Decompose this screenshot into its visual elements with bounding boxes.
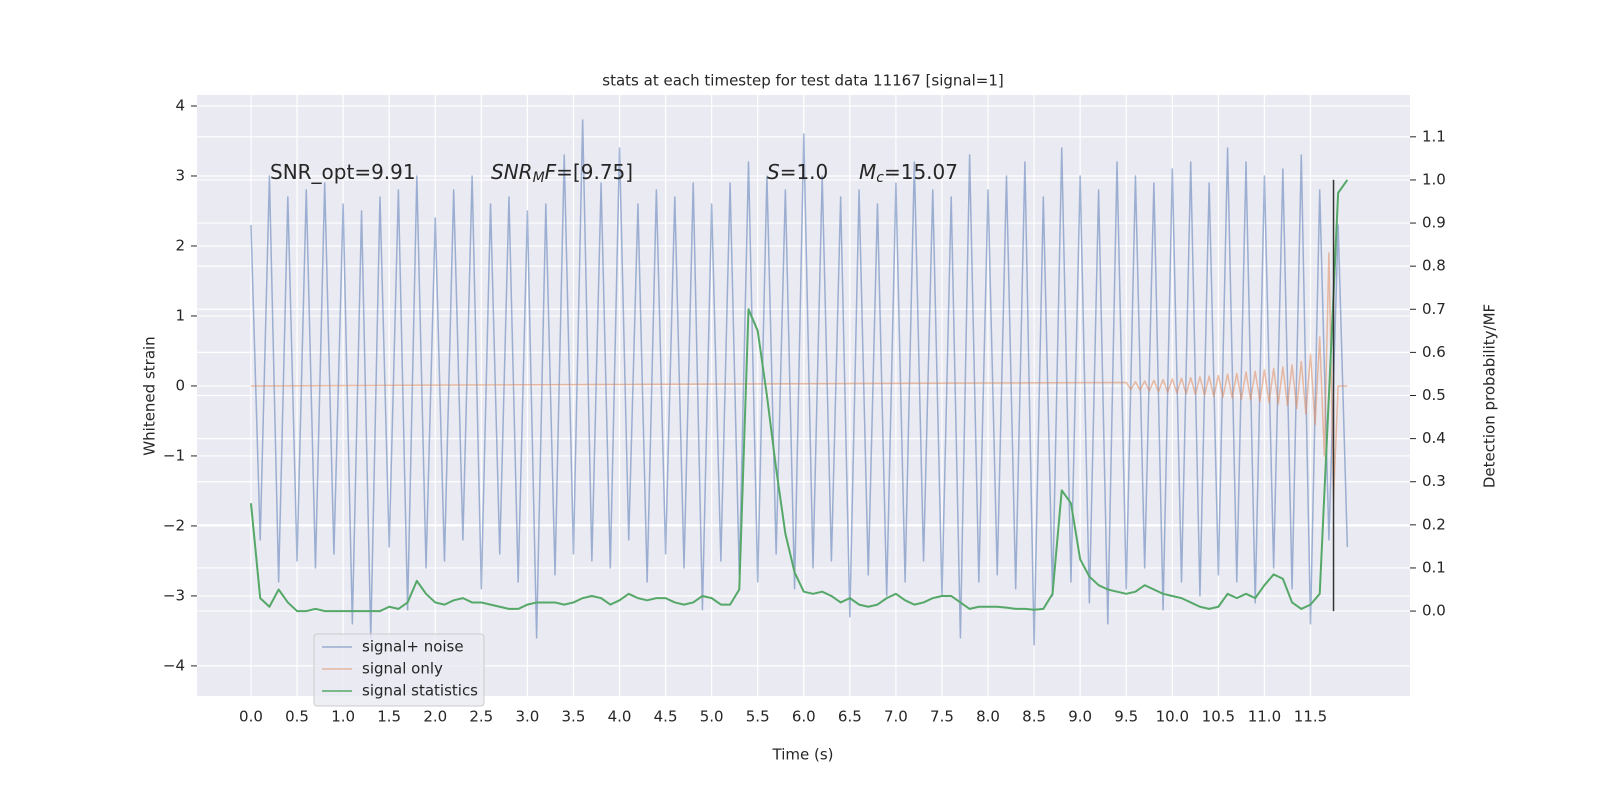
chart-title: stats at each timestep for test data 111… [602, 72, 1003, 90]
x-tick-label: 7.0 [884, 708, 908, 726]
y-tick-label: 2 [175, 236, 185, 254]
y-tick-label: −1 [163, 446, 185, 464]
x-tick-label: 6.0 [792, 708, 816, 726]
y2-tick-label: 0.9 [1422, 214, 1446, 232]
y-tick-label: −3 [163, 586, 185, 604]
x-tick-label: 5.5 [746, 708, 770, 726]
y2-tick-label: 0.8 [1422, 257, 1446, 275]
annotation-part: =[9.75] [556, 160, 633, 184]
annotation-part: SNR [491, 160, 533, 184]
x-tick-label: 11.0 [1248, 708, 1281, 726]
annotation: Mc=15.07 [859, 160, 958, 187]
annotation: SNR_opt=9.91 [270, 160, 416, 184]
x-tick-label: 1.5 [377, 708, 401, 726]
x-tick-label: 2.0 [423, 708, 447, 726]
x-tick-label: 10.5 [1202, 708, 1235, 726]
x-tick-label: 8.5 [1022, 708, 1046, 726]
x-tick-label: 10.0 [1156, 708, 1189, 726]
x-tick-label: 6.5 [838, 708, 862, 726]
y-tick-label: 1 [175, 306, 185, 324]
y2-axis-label: Detection probability/MF [1481, 304, 1499, 488]
y-axis-label: Whitened strain [141, 336, 159, 455]
y-tick-label: −4 [163, 656, 185, 674]
annotation-part: c [876, 170, 884, 186]
series-line [250, 252, 1348, 499]
annotation-part: F [545, 160, 557, 184]
annotation-part: M [859, 160, 876, 184]
x-tick-label: 2.5 [469, 708, 493, 726]
annotation-part: M [533, 170, 545, 186]
annotation-part: =15.07 [884, 160, 958, 184]
x-tick-label: 3.5 [562, 708, 586, 726]
annotation-part: S [767, 160, 780, 184]
x-tick-label: 11.5 [1294, 708, 1327, 726]
y2-tick-label: 0.2 [1422, 515, 1446, 533]
x-tick-label: 3.0 [515, 708, 539, 726]
x-tick-label: 0.0 [239, 708, 263, 726]
legend-label: signal+ noise [362, 638, 464, 656]
x-tick-label: 8.0 [976, 708, 1000, 726]
series-line [250, 119, 1349, 646]
x-tick-label: 5.0 [700, 708, 724, 726]
y2-tick-label: 1.1 [1422, 127, 1446, 145]
x-tick-label: 9.0 [1068, 708, 1092, 726]
x-tick-label: 0.5 [285, 708, 309, 726]
y-tick-label: 0 [175, 376, 185, 394]
y-tick-label: 3 [175, 166, 185, 184]
y-tick-label: −2 [163, 516, 185, 534]
x-tick-label: 4.0 [608, 708, 632, 726]
y2-tick-label: 0.0 [1422, 602, 1446, 620]
x-axis-label: Time (s) [772, 746, 834, 764]
y2-tick-label: 0.1 [1422, 558, 1446, 576]
legend-label: signal only [362, 660, 443, 678]
y2-tick-label: 0.5 [1422, 386, 1446, 404]
y2-tick-label: 0.7 [1422, 300, 1446, 318]
annotation-part: =1.0 [780, 160, 829, 184]
y2-tick-label: 0.6 [1422, 343, 1446, 361]
y2-tick-label: 1.0 [1422, 170, 1446, 188]
annotation: SNRMF=[9.75] [491, 160, 633, 187]
x-tick-label: 7.5 [930, 708, 954, 726]
annotation-part: SNR_opt=9.91 [270, 160, 416, 184]
y2-tick-label: 0.3 [1422, 472, 1446, 490]
y2-tick-label: 0.4 [1422, 429, 1446, 447]
x-tick-label: 1.0 [331, 708, 355, 726]
series-line [249, 179, 1349, 613]
x-tick-label: 4.5 [654, 708, 678, 726]
annotation: S=1.0 [767, 160, 828, 184]
y-tick-label: 4 [175, 96, 185, 114]
legend: signal+ noise signal only signal statistic… [313, 633, 485, 707]
x-tick-label: 9.5 [1114, 708, 1138, 726]
legend-box [313, 633, 485, 707]
legend-label: signal statistics [362, 682, 478, 700]
